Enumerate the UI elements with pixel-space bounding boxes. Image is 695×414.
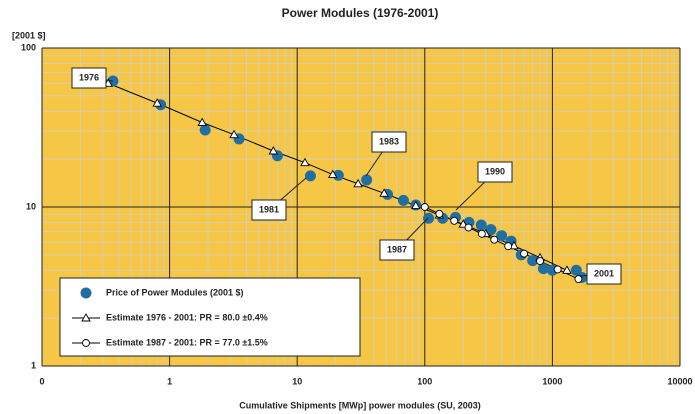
data-point [300, 157, 310, 167]
y-tick-label: 100 [21, 42, 36, 52]
x-tick-label: 100 [417, 376, 432, 386]
data-point [553, 265, 562, 274]
legend-marker [82, 339, 90, 347]
annotation: 2001 [594, 268, 614, 278]
data-point [477, 229, 486, 238]
annotation: 1987 [387, 244, 407, 254]
data-point [496, 230, 508, 242]
legend [59, 277, 361, 357]
x-tick-label: 10 [292, 376, 302, 386]
legend-marker [80, 287, 92, 299]
data-point [504, 242, 513, 251]
data-point [520, 249, 529, 258]
x-tick-label: 1 [167, 376, 172, 386]
data-point [361, 174, 373, 186]
data-point [536, 257, 544, 266]
y-tick-label: 10 [26, 201, 36, 211]
data-point [199, 124, 211, 136]
data-point [485, 224, 497, 236]
annotation-box [477, 161, 513, 183]
annotation-box [379, 239, 415, 261]
x-tick-label: 0 [39, 376, 44, 386]
annotation-box [71, 67, 107, 89]
y-tick-label: 1 [31, 360, 36, 370]
x-tick-label: 10000 [667, 376, 692, 386]
data-point [574, 275, 583, 284]
legend-marker [81, 313, 91, 322]
chart-title: Power Modules (1976-2001) [282, 6, 439, 20]
annotation: 1983 [379, 136, 399, 146]
data-point [397, 194, 409, 206]
data-point [353, 178, 363, 188]
data-point [152, 98, 163, 107]
data-point [420, 203, 429, 211]
data-point [268, 146, 279, 155]
data-point [464, 223, 473, 232]
data-point [537, 263, 549, 275]
data-point [475, 219, 487, 231]
data-point [450, 216, 459, 225]
x-axis-label: Cumulative Shipments [MWp] power modules… [239, 400, 481, 410]
data-point [411, 200, 421, 210]
data-point [197, 117, 207, 126]
annotation: 1981 [259, 204, 279, 214]
y-unit: [2001 $] [12, 30, 46, 40]
legend-label: Estimate 1976 - 2001: PR = 80.0 ±0.4% [106, 312, 268, 322]
data-point [562, 265, 572, 274]
annotation-box [251, 199, 287, 221]
data-point [304, 170, 316, 182]
data-point [435, 209, 444, 218]
annotation-box [371, 131, 407, 153]
x-tick-label: 1000 [542, 376, 562, 386]
annotation: 1990 [485, 166, 505, 176]
data-point [379, 188, 389, 197]
data-point [332, 169, 344, 181]
data-point [327, 169, 338, 178]
data-point [527, 255, 539, 267]
annotation-box [586, 263, 622, 285]
legend-label: Price of Power Modules (2001 $) [106, 287, 244, 297]
legend-label: Estimate 1987 - 2001: PR = 77.0 ±1.5% [106, 337, 268, 347]
data-point [229, 129, 239, 139]
annotation: 1976 [79, 72, 99, 82]
data-point [490, 235, 499, 244]
